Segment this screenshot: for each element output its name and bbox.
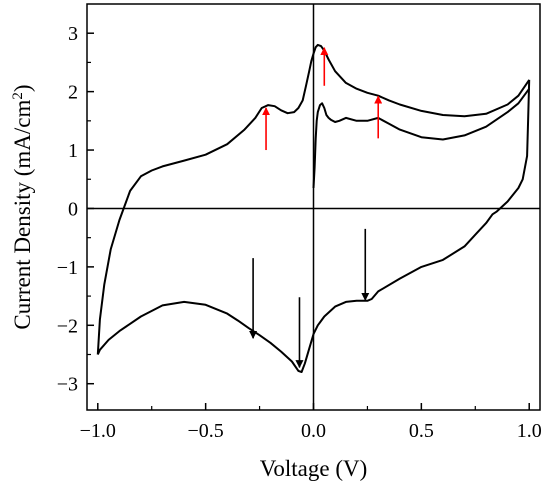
axis-ticks bbox=[87, 32, 530, 410]
y-tick-label: −2 bbox=[57, 315, 78, 337]
series-line-2 bbox=[96, 79, 531, 373]
y-axis-title: Current Density (mA/cm2) bbox=[10, 84, 35, 329]
zero-lines bbox=[87, 4, 540, 410]
x-tick-label: 0.5 bbox=[409, 420, 434, 442]
y-axis-title-close: ) bbox=[10, 84, 35, 92]
series-line-3 bbox=[312, 88, 531, 189]
y-tick-label: −3 bbox=[57, 374, 78, 396]
y-tick-label: 3 bbox=[68, 23, 78, 45]
y-tick-label: 1 bbox=[68, 140, 78, 162]
tick-labels: −1.0 −0.5 0.0 0.5 1.0 −3 −2 −1 0 1 2 3 bbox=[57, 23, 542, 442]
x-tick-label: 1.0 bbox=[517, 420, 542, 442]
y-axis-title-superscript: 2 bbox=[10, 92, 26, 100]
y-axis-title-main: Current Density (mA/cm bbox=[10, 100, 35, 330]
series-line-1 bbox=[96, 43, 531, 355]
y-tick-label: 2 bbox=[68, 82, 78, 104]
x-tick-label: −0.5 bbox=[188, 420, 224, 442]
y-tick-label: 0 bbox=[68, 198, 78, 220]
y-tick-label: −1 bbox=[57, 257, 78, 279]
series-layer bbox=[96, 43, 531, 373]
annotation-arrows bbox=[249, 47, 383, 369]
x-tick-label: 0.0 bbox=[301, 420, 326, 442]
x-axis-title: Voltage (V) bbox=[260, 456, 368, 481]
x-tick-label: −1.0 bbox=[80, 420, 116, 442]
